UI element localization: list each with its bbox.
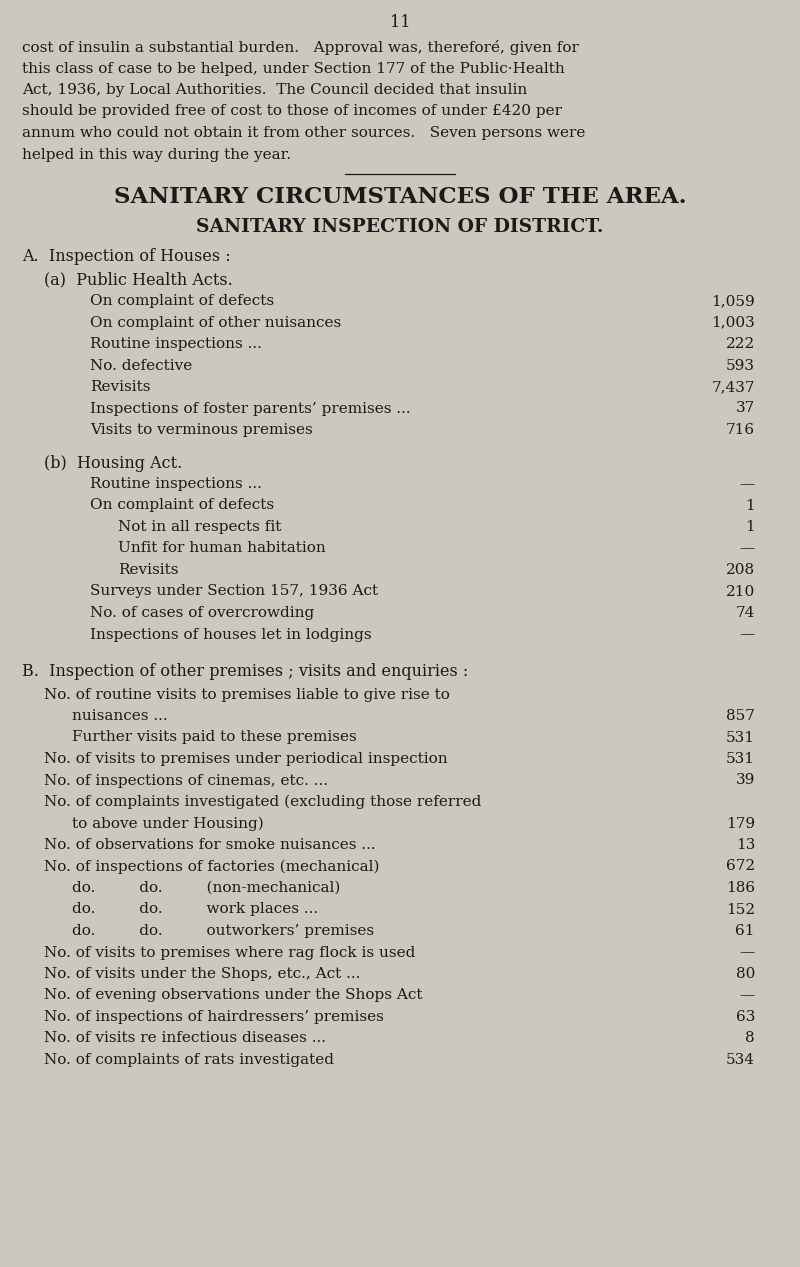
Text: 8: 8: [746, 1031, 755, 1045]
Text: 7,437: 7,437: [711, 380, 755, 394]
Text: 39: 39: [736, 773, 755, 788]
Text: No. of complaints investigated (excluding those referred: No. of complaints investigated (excludin…: [44, 794, 482, 810]
Text: Revisits: Revisits: [118, 563, 178, 576]
Text: No. of routine visits to premises liable to give rise to: No. of routine visits to premises liable…: [44, 688, 450, 702]
Text: 531: 531: [726, 731, 755, 745]
Text: On complaint of defects: On complaint of defects: [90, 294, 274, 308]
Text: this class of case to be helped, under Section 177 of the Public·Health: this class of case to be helped, under S…: [22, 62, 565, 76]
Text: 1,059: 1,059: [711, 294, 755, 308]
Text: do.         do.         (non-mechanical): do. do. (non-mechanical): [72, 881, 340, 895]
Text: 716: 716: [726, 423, 755, 437]
Text: —: —: [740, 988, 755, 1002]
Text: Not in all respects fit: Not in all respects fit: [118, 519, 282, 533]
Text: 61: 61: [735, 924, 755, 938]
Text: 531: 531: [726, 753, 755, 767]
Text: 593: 593: [726, 359, 755, 372]
Text: —: —: [740, 541, 755, 555]
Text: Routine inspections ...: Routine inspections ...: [90, 337, 262, 351]
Text: B.  Inspection of other premises ; visits and enquiries :: B. Inspection of other premises ; visits…: [22, 663, 468, 680]
Text: No. of inspections of cinemas, etc. ...: No. of inspections of cinemas, etc. ...: [44, 773, 328, 788]
Text: Further visits paid to these premises: Further visits paid to these premises: [72, 731, 357, 745]
Text: nuisances ...: nuisances ...: [72, 710, 168, 723]
Text: A.  Inspection of Houses :: A. Inspection of Houses :: [22, 248, 230, 265]
Text: Visits to verminous premises: Visits to verminous premises: [90, 423, 313, 437]
Text: No. of complaints of rats investigated: No. of complaints of rats investigated: [44, 1053, 334, 1067]
Text: do.         do.         outworkers’ premises: do. do. outworkers’ premises: [72, 924, 374, 938]
Text: —: —: [740, 945, 755, 959]
Text: SANITARY CIRCUMSTANCES OF THE AREA.: SANITARY CIRCUMSTANCES OF THE AREA.: [114, 186, 686, 208]
Text: cost of insulin a substantial burden.   Approval was, thereforé, given for: cost of insulin a substantial burden. Ap…: [22, 41, 579, 54]
Text: annum who could not obtain it from other sources.   Seven persons were: annum who could not obtain it from other…: [22, 125, 586, 139]
Text: 11: 11: [390, 14, 410, 30]
Text: No. of inspections of factories (mechanical): No. of inspections of factories (mechani…: [44, 859, 379, 874]
Text: 222: 222: [726, 337, 755, 351]
Text: 37: 37: [736, 402, 755, 416]
Text: Inspections of houses let in lodgings: Inspections of houses let in lodgings: [90, 627, 372, 641]
Text: —: —: [740, 476, 755, 492]
Text: No. of observations for smoke nuisances ...: No. of observations for smoke nuisances …: [44, 837, 376, 851]
Text: 152: 152: [726, 902, 755, 916]
Text: (a)  Public Health Acts.: (a) Public Health Acts.: [44, 271, 233, 289]
Text: 1,003: 1,003: [711, 315, 755, 329]
Text: No. of visits re infectious diseases ...: No. of visits re infectious diseases ...: [44, 1031, 326, 1045]
Text: 1: 1: [746, 498, 755, 512]
Text: No. of inspections of hairdressers’ premises: No. of inspections of hairdressers’ prem…: [44, 1010, 384, 1024]
Text: On complaint of other nuisances: On complaint of other nuisances: [90, 315, 342, 329]
Text: 672: 672: [726, 859, 755, 873]
Text: 80: 80: [736, 967, 755, 981]
Text: 63: 63: [736, 1010, 755, 1024]
Text: 210: 210: [726, 584, 755, 598]
Text: should be provided free of cost to those of incomes of under £420 per: should be provided free of cost to those…: [22, 104, 562, 119]
Text: 13: 13: [736, 837, 755, 851]
Text: Surveys under Section 157, 1936 Act: Surveys under Section 157, 1936 Act: [90, 584, 378, 598]
Text: 179: 179: [726, 816, 755, 830]
Text: Revisits: Revisits: [90, 380, 150, 394]
Text: Unfit for human habitation: Unfit for human habitation: [118, 541, 326, 555]
Text: 186: 186: [726, 881, 755, 895]
Text: No. of evening observations under the Shops Act: No. of evening observations under the Sh…: [44, 988, 422, 1002]
Text: No. of visits under the Shops, etc., Act ...: No. of visits under the Shops, etc., Act…: [44, 967, 360, 981]
Text: No. of cases of overcrowding: No. of cases of overcrowding: [90, 606, 314, 620]
Text: 534: 534: [726, 1053, 755, 1067]
Text: 74: 74: [736, 606, 755, 620]
Text: On complaint of defects: On complaint of defects: [90, 498, 274, 512]
Text: SANITARY INSPECTION OF DISTRICT.: SANITARY INSPECTION OF DISTRICT.: [196, 218, 604, 236]
Text: Routine inspections ...: Routine inspections ...: [90, 476, 262, 492]
Text: 857: 857: [726, 710, 755, 723]
Text: —: —: [740, 627, 755, 641]
Text: Act, 1936, by Local Authorities.  The Council decided that insulin: Act, 1936, by Local Authorities. The Cou…: [22, 84, 527, 98]
Text: No. of visits to premises under periodical inspection: No. of visits to premises under periodic…: [44, 753, 448, 767]
Text: to above under Housing): to above under Housing): [72, 816, 264, 831]
Text: do.         do.         work places ...: do. do. work places ...: [72, 902, 318, 916]
Text: No. defective: No. defective: [90, 359, 192, 372]
Text: No. of visits to premises where rag flock is used: No. of visits to premises where rag floc…: [44, 945, 415, 959]
Text: (b)  Housing Act.: (b) Housing Act.: [44, 455, 182, 471]
Text: helped in this way during the year.: helped in this way during the year.: [22, 147, 291, 161]
Text: 1: 1: [746, 519, 755, 533]
Text: Inspections of foster parents’ premises ...: Inspections of foster parents’ premises …: [90, 402, 410, 416]
Text: 208: 208: [726, 563, 755, 576]
